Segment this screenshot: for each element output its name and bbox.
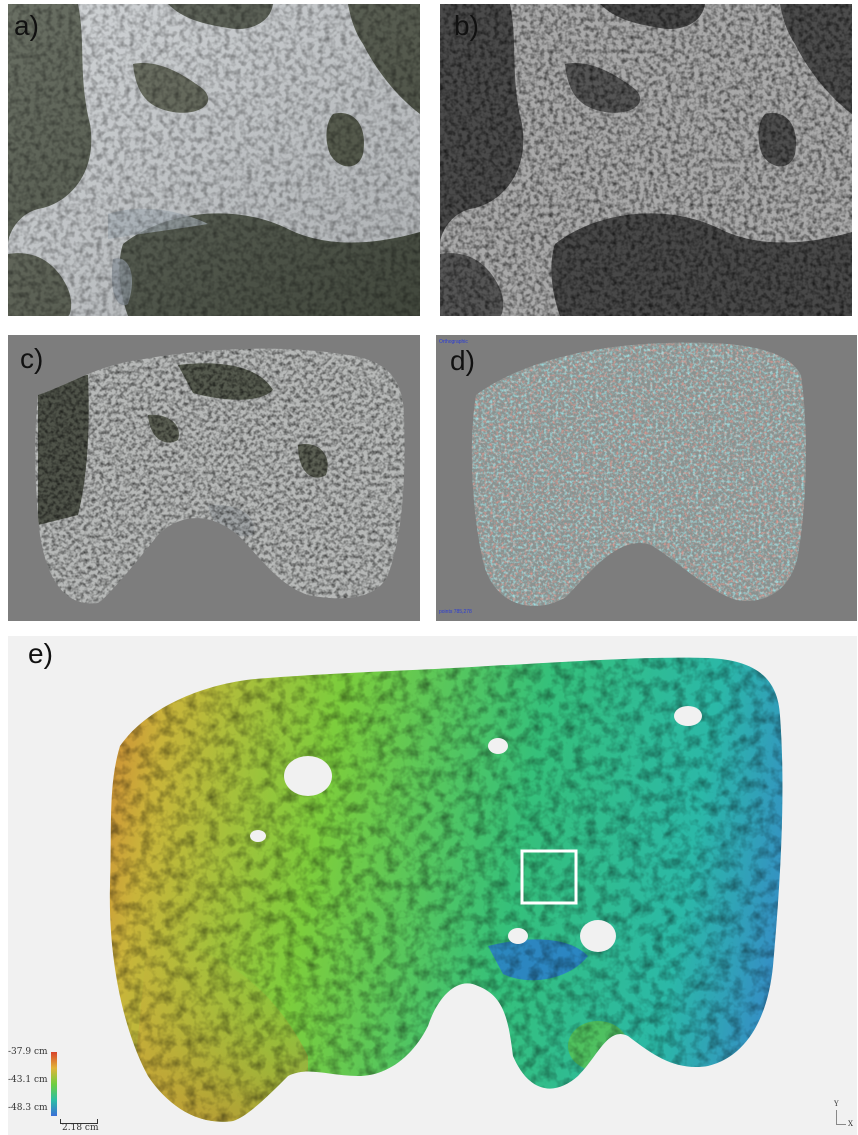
panel-c-label: c): [20, 343, 44, 374]
panel-a-photo: a): [8, 4, 420, 316]
scale-bar: [60, 1119, 98, 1124]
coral-photo-color: [8, 4, 420, 316]
panel-e-height-map: e): [8, 636, 857, 1135]
scale-bar-label: 2.18 cm: [62, 1123, 99, 1133]
point-count-text: points 785,278: [439, 609, 472, 615]
height-colored-mesh: [109, 657, 783, 1122]
view-mode-text: Orthographic: [439, 339, 468, 345]
panel-e-label: e): [28, 638, 53, 669]
panel-c-textured-model: c): [8, 335, 420, 621]
point-cloud-render: [471, 342, 806, 607]
panel-d-label: d): [450, 345, 475, 376]
panel-d-point-cloud: Orthographic points 785,278 d): [436, 335, 857, 621]
colorbar-top-label: -37.9 cm: [8, 1047, 48, 1057]
panel-a-label: a): [14, 10, 39, 41]
axis-indicator: [836, 1110, 846, 1125]
axis-x-label: X: [848, 1120, 853, 1128]
panel-b-photo: b): [440, 4, 852, 316]
coral-photo-greyscale: [440, 4, 852, 316]
region-of-interest-box: [520, 849, 578, 905]
height-colorbar: [51, 1052, 57, 1116]
axis-y-label: Y: [834, 1100, 839, 1108]
panel-b-label: b): [454, 10, 479, 41]
textured-mesh-render: [35, 348, 405, 604]
colorbar-mid-label: -43.1 cm: [8, 1075, 48, 1085]
colorbar-bottom-label: -48.3 cm: [8, 1103, 48, 1113]
